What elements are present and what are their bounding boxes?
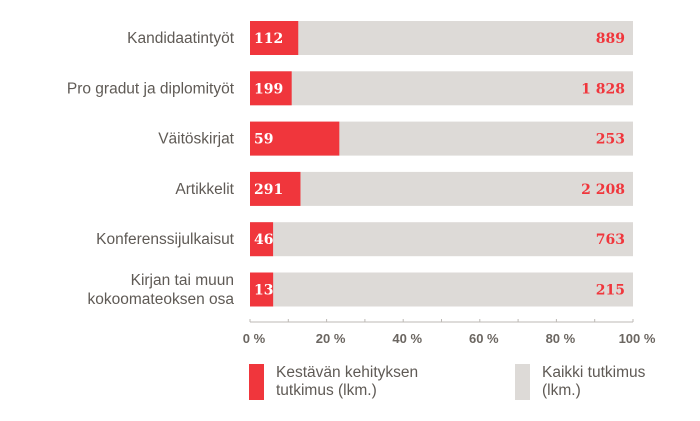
bar-sustainable [250,222,274,257]
x-tick-label: 0 % [243,331,266,346]
value-label-total: 253 [596,132,625,148]
category-label: kokoomateoksen osa [88,291,235,308]
x-tick-label: 20 % [316,331,346,346]
bar-total [250,272,633,307]
value-label-total: 2 208 [581,182,625,198]
bar-total [250,21,633,55]
bar-total [250,171,633,206]
x-tick-label: 100 % [619,331,656,346]
value-label-total: 889 [596,31,625,47]
value-label-total: 215 [596,283,625,299]
value-label-sustainable: 291 [254,182,283,198]
x-tick-label: 60 % [469,331,499,346]
category-label: Väitöskirjat [158,131,234,148]
bar-sustainable [250,272,274,307]
category-label: Artikkelit [175,181,234,198]
bar-sustainable [250,121,340,156]
category-label: Pro gradut ja diplomityöt [67,80,235,97]
category-label: Konferenssijulkaisut [96,231,235,248]
legend-line: (lkm.) [542,382,581,399]
bar-sustainable [250,171,301,206]
legend-label: Kestävän kehityksen tutkimus (lkm.) [276,364,451,400]
legend-label: Kaikki tutkimus (lkm.) [542,364,700,400]
value-label-sustainable: 112 [254,31,283,47]
x-tick-label: 40 % [392,331,422,346]
legend-swatch-gray [515,364,530,400]
x-tick-label: 80 % [546,331,576,346]
bar-total [250,222,633,257]
bar-total [250,71,633,106]
value-label-sustainable: 59 [254,132,273,148]
category-label: Kirjan tai muun [131,272,234,289]
legend-item-all: Kaikki tutkimus (lkm.) [515,364,700,400]
value-label-total: 1 828 [581,81,625,97]
value-label-sustainable: 13 [254,283,273,299]
legend-line: Kestävän kehityksen [276,364,419,381]
category-label: Kandidaatintyöt [127,30,235,47]
bar-sustainable [250,71,292,106]
legend-item-sustainable: Kestävän kehityksen tutkimus (lkm.) [249,364,451,400]
legend-swatch-red [249,364,264,400]
value-label-sustainable: 46 [254,232,273,248]
legend-line: tutkimus (lkm.) [276,382,377,399]
value-label-sustainable: 199 [254,81,283,97]
legend-line: Kaikki tutkimus [542,364,646,381]
value-label-total: 763 [596,232,625,248]
bar-sustainable [250,21,299,55]
